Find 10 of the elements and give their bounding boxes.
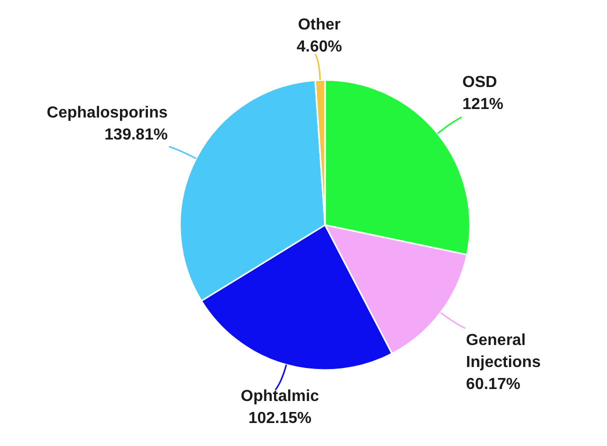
data-label: 102.15% [248,410,312,428]
data-label: 139.81% [104,126,168,144]
slice-label: Other [298,16,341,34]
slice-label: Ophtalmic [240,388,320,406]
data-label: 121% [462,96,504,114]
slice-label: Cephalosporins [46,104,168,122]
slice-label: OSD [462,74,498,92]
slice-label: General Injections [466,332,541,372]
data-label: 4.60% [296,38,342,56]
data-label: 60.17% [466,376,520,394]
